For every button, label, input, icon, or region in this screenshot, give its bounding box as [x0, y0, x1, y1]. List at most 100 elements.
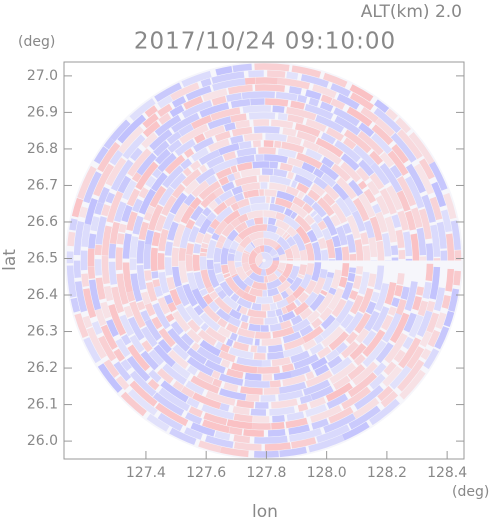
radar-cell: [171, 266, 182, 288]
radar-cell: [233, 171, 241, 180]
radar-cell: [365, 301, 377, 315]
y-unit: (deg): [18, 34, 55, 50]
radar-cell: [115, 338, 131, 358]
radar-cell: [382, 365, 403, 387]
radar-cell: [136, 240, 145, 264]
radar-cell: [185, 219, 196, 230]
radar-cell: [212, 78, 246, 92]
radar-cell: [207, 116, 232, 130]
radar-cell: [395, 117, 411, 134]
radar-cell: [191, 342, 200, 352]
radar-cell: [330, 269, 342, 290]
radar-cell: [230, 217, 241, 228]
radar-cell: [422, 281, 432, 300]
radar-cell: [148, 349, 165, 366]
radar-cell: [319, 101, 334, 113]
radar-cell: [311, 418, 329, 430]
radar-cell: [213, 201, 228, 215]
radar-cell: [200, 247, 208, 253]
radar-cell: [441, 209, 452, 233]
radar-cell: [87, 266, 96, 279]
radar-cell: [427, 329, 441, 348]
radar-cell: [336, 177, 357, 200]
radar-cell: [109, 221, 120, 245]
radar-cell: [70, 297, 81, 313]
radar-cell: [207, 269, 220, 289]
radar-cell: [332, 375, 351, 391]
radar-cell: [291, 318, 311, 333]
radar-cell: [310, 222, 324, 239]
radar-cell: [293, 301, 309, 316]
radar-cell: [313, 334, 325, 345]
radar-cell: [181, 168, 202, 187]
radar-cell: [214, 130, 231, 142]
radar-cell: [94, 244, 102, 256]
radar-cell: [294, 298, 302, 307]
radar-cell: [88, 233, 97, 249]
radar-disk: [65, 61, 463, 460]
radar-cell: [325, 349, 340, 362]
radar-cell: [292, 196, 306, 208]
y-tick-label: 26.5: [27, 250, 58, 266]
radar-cell: [391, 297, 400, 308]
radar-cell: [130, 273, 143, 302]
radar-cell: [416, 286, 424, 296]
radar-cell: [83, 288, 97, 319]
radar-cell: [236, 304, 242, 312]
radar-cell: [98, 335, 117, 362]
radar-cell: [218, 373, 244, 386]
radar-cell: [313, 214, 323, 224]
radar-cell: [199, 164, 208, 174]
radar-cell: [363, 188, 377, 204]
radar-cell: [251, 281, 267, 290]
radar-cell: [351, 210, 366, 232]
radar-cell: [215, 341, 223, 350]
radar-cell: [178, 247, 187, 261]
radar-cell: [218, 189, 234, 203]
radar-cell: [201, 242, 209, 249]
radar-cell: [243, 250, 251, 255]
radar-cell: [190, 205, 204, 221]
radar-cell: [157, 412, 183, 432]
radar-cell: [232, 63, 252, 73]
radar-cell: [285, 294, 297, 305]
radar-cell: [192, 392, 222, 410]
radar-cell: [272, 105, 285, 114]
radar-cell: [215, 273, 225, 283]
radar-cell: [172, 310, 191, 333]
radar-cell: [239, 306, 248, 315]
radar-cell: [223, 382, 239, 393]
radar-cell: [304, 242, 315, 261]
radar-cell: [103, 137, 115, 150]
radar-cell: [198, 440, 222, 453]
radar-cell: [333, 107, 360, 127]
radar-cell: [132, 198, 143, 213]
radar-cell: [269, 175, 292, 186]
radar-cell: [429, 266, 441, 300]
radar-cell: [200, 197, 211, 209]
radar-cell: [275, 219, 290, 232]
radar-cell: [157, 296, 171, 315]
radar-cell: [320, 94, 333, 105]
radar-cell: [113, 348, 126, 362]
radar-cell: [217, 317, 228, 328]
radar-cell: [167, 139, 183, 153]
radar-cell: [355, 328, 370, 344]
radar-cell: [301, 162, 316, 174]
radar-cell: [165, 313, 175, 323]
radar-cell: [306, 229, 318, 243]
radar-cell: [217, 289, 227, 300]
radar-cell: [241, 262, 251, 273]
radar-cell: [169, 427, 197, 445]
radar-cell: [176, 303, 192, 323]
radar-cell: [197, 329, 217, 346]
radar-cell: [162, 212, 175, 231]
radar-cell: [144, 302, 156, 317]
radar-cell: [194, 213, 207, 228]
radar-cell: [239, 235, 253, 249]
radar-cell: [182, 167, 192, 177]
radar-cell: [310, 210, 318, 218]
radar-cell: [181, 70, 212, 88]
radar-cell: [384, 332, 408, 364]
radar-cell: [149, 185, 167, 208]
